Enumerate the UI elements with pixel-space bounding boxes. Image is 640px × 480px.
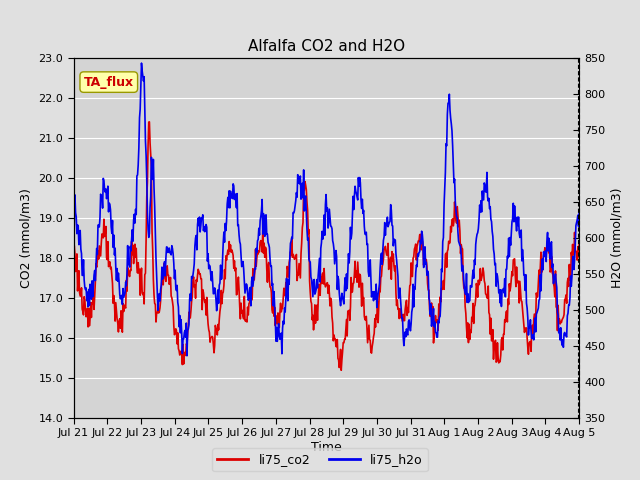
Text: TA_flux: TA_flux — [84, 76, 134, 89]
Title: Alfalfa CO2 and H2O: Alfalfa CO2 and H2O — [248, 39, 405, 54]
Legend: li75_co2, li75_h2o: li75_co2, li75_h2o — [212, 448, 428, 471]
X-axis label: Time: Time — [311, 441, 342, 454]
Y-axis label: CO2 (mmol/m3): CO2 (mmol/m3) — [20, 188, 33, 288]
Y-axis label: H2O (mmol/m3): H2O (mmol/m3) — [611, 187, 624, 288]
